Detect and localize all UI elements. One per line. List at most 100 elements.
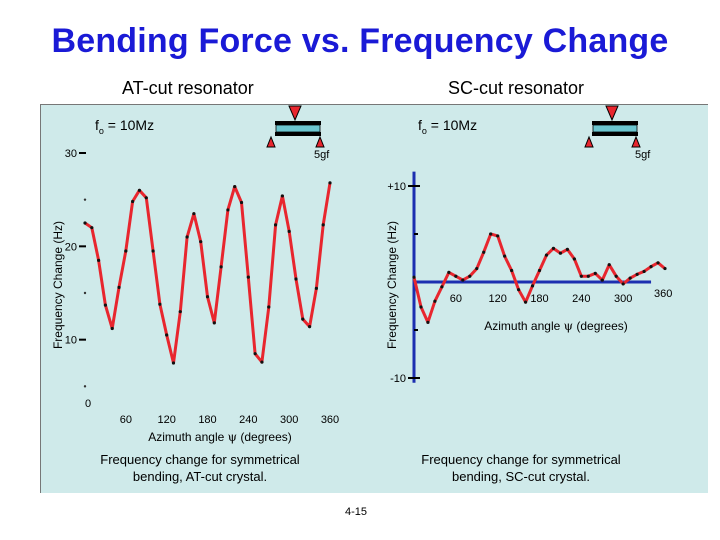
sc-data-point bbox=[628, 276, 632, 280]
sc-data-point bbox=[482, 250, 486, 254]
sc-data-point bbox=[565, 247, 569, 251]
sc-data-point bbox=[614, 274, 618, 278]
at-data-point bbox=[301, 317, 305, 321]
at-data-point bbox=[110, 326, 114, 331]
at-data-point bbox=[280, 194, 284, 198]
sc-data-point bbox=[516, 288, 521, 292]
at-data-point bbox=[226, 208, 230, 212]
sc-data-point bbox=[551, 246, 556, 250]
sc-force-label: 5gf bbox=[635, 149, 651, 161]
at-data-point bbox=[321, 223, 325, 227]
at-caption-line-1: Frequency change for symmetrical bbox=[100, 452, 300, 467]
at-x-tick-label-1: 60 bbox=[120, 414, 132, 426]
sc-data-point bbox=[489, 232, 493, 236]
sc-data-point bbox=[635, 272, 639, 276]
at-data-point bbox=[144, 196, 148, 200]
at-y-tick-label-1: 20 bbox=[65, 241, 77, 253]
at-data-point bbox=[131, 199, 135, 204]
at-x-tick-label-5: 300 bbox=[280, 414, 298, 426]
sc-x-tick-label-3: 240 bbox=[572, 293, 590, 305]
at-bending-fixture-icon bbox=[266, 105, 325, 148]
at-data-point bbox=[192, 212, 196, 216]
at-data-point bbox=[205, 295, 210, 299]
at-data-point bbox=[328, 181, 332, 185]
sc-data-point bbox=[503, 254, 507, 258]
at-data-point bbox=[314, 286, 318, 290]
at-data-point bbox=[239, 200, 244, 205]
at-grid-dot-2 bbox=[83, 198, 87, 201]
sc-data-point bbox=[454, 274, 458, 278]
sc-x-ticks: 60 120 180 240 300 360 bbox=[450, 288, 673, 305]
at-data-point bbox=[165, 333, 169, 337]
sc-data-points bbox=[412, 232, 667, 324]
sc-cut-chart: fo = 10Mz 5gf +10 -10 60 120 180 240 300 360 F… bbox=[385, 105, 673, 484]
at-y-axis-label: Frequency Change (Hz) bbox=[51, 221, 65, 349]
at-data-point bbox=[294, 277, 298, 281]
at-data-point bbox=[151, 249, 155, 253]
at-origin-label: 0 bbox=[85, 398, 91, 410]
sc-data-point bbox=[468, 274, 472, 278]
at-data-point bbox=[185, 235, 189, 239]
at-grid-dots bbox=[83, 198, 87, 388]
at-data-point bbox=[246, 275, 250, 279]
at-data-point bbox=[219, 265, 223, 269]
at-data-point bbox=[178, 310, 182, 314]
sc-bending-fixture-icon bbox=[584, 105, 641, 148]
sc-y-ticks: +10 -10 bbox=[387, 181, 420, 385]
sc-data-point bbox=[642, 269, 646, 274]
sc-data-point bbox=[461, 278, 465, 282]
sc-caption-line-2: bending, SC-cut crystal. bbox=[452, 469, 590, 484]
at-x-tick-label-2: 120 bbox=[157, 414, 175, 426]
sc-data-point bbox=[600, 278, 604, 282]
at-y-tick-label-2: 30 bbox=[65, 148, 77, 160]
sc-x-tick-label-4: 300 bbox=[614, 293, 632, 305]
at-data-point bbox=[273, 223, 278, 227]
at-x-tick-label-6: 360 bbox=[321, 414, 339, 426]
sc-data-point bbox=[586, 274, 590, 278]
sc-data-point bbox=[621, 282, 625, 286]
sc-data-point bbox=[433, 299, 437, 303]
at-x-tick-label-4: 240 bbox=[239, 414, 257, 426]
sc-x-tick-label-0: 60 bbox=[450, 293, 462, 305]
at-data-point bbox=[137, 188, 142, 192]
sc-data-point bbox=[419, 305, 423, 309]
sc-freq-label: fo = 10Mz bbox=[418, 117, 477, 136]
at-freq-label: fo = 10Mz bbox=[95, 117, 154, 136]
at-data-point bbox=[307, 325, 312, 329]
sc-x-tick-label-1: 120 bbox=[488, 293, 506, 305]
at-x-ticks: 60 120 180 240 300 360 bbox=[120, 414, 339, 426]
sc-data-point bbox=[579, 274, 583, 278]
at-force-label: 5gf bbox=[314, 149, 330, 161]
at-cut-subtitle: AT-cut resonator bbox=[122, 78, 254, 98]
sc-data-point bbox=[649, 265, 653, 269]
sc-data-point bbox=[447, 270, 451, 274]
sc-data-point bbox=[475, 266, 479, 271]
sc-cut-subtitle: SC-cut resonator bbox=[448, 78, 585, 98]
at-y-tick-label-0: 10 bbox=[65, 335, 77, 347]
sc-y-tick-label-1: -10 bbox=[390, 373, 406, 385]
at-grid-dot-0 bbox=[83, 385, 87, 388]
slide-title: Bending Force vs. Frequency Change bbox=[51, 22, 669, 60]
at-x-tick-label-3: 180 bbox=[198, 414, 216, 426]
sc-data-point bbox=[656, 261, 660, 265]
sc-data-point bbox=[523, 300, 528, 304]
at-data-point bbox=[199, 240, 203, 244]
sc-data-point bbox=[530, 284, 535, 288]
at-data-point bbox=[117, 285, 121, 289]
sc-x-tick-label-2: 180 bbox=[530, 293, 548, 305]
at-data-point bbox=[124, 249, 128, 253]
sc-x-tick-label-5: 360 bbox=[654, 288, 672, 300]
at-curve bbox=[84, 182, 332, 365]
at-data-point bbox=[233, 185, 237, 189]
at-data-point bbox=[287, 229, 291, 233]
sc-data-point bbox=[426, 320, 430, 324]
at-cut-chart: fo = 10Mz 5gf 0 10 20 30 60 120 180 240 300 360… bbox=[51, 105, 339, 484]
at-grid-dot-1 bbox=[83, 291, 87, 295]
sc-data-point bbox=[496, 234, 500, 238]
sc-x-axis-label: Azimuth angle ψ (degrees) bbox=[484, 319, 628, 333]
sc-curve bbox=[412, 232, 666, 324]
sc-data-point bbox=[440, 285, 444, 289]
at-data-point bbox=[103, 303, 108, 307]
at-data-point bbox=[267, 305, 271, 309]
